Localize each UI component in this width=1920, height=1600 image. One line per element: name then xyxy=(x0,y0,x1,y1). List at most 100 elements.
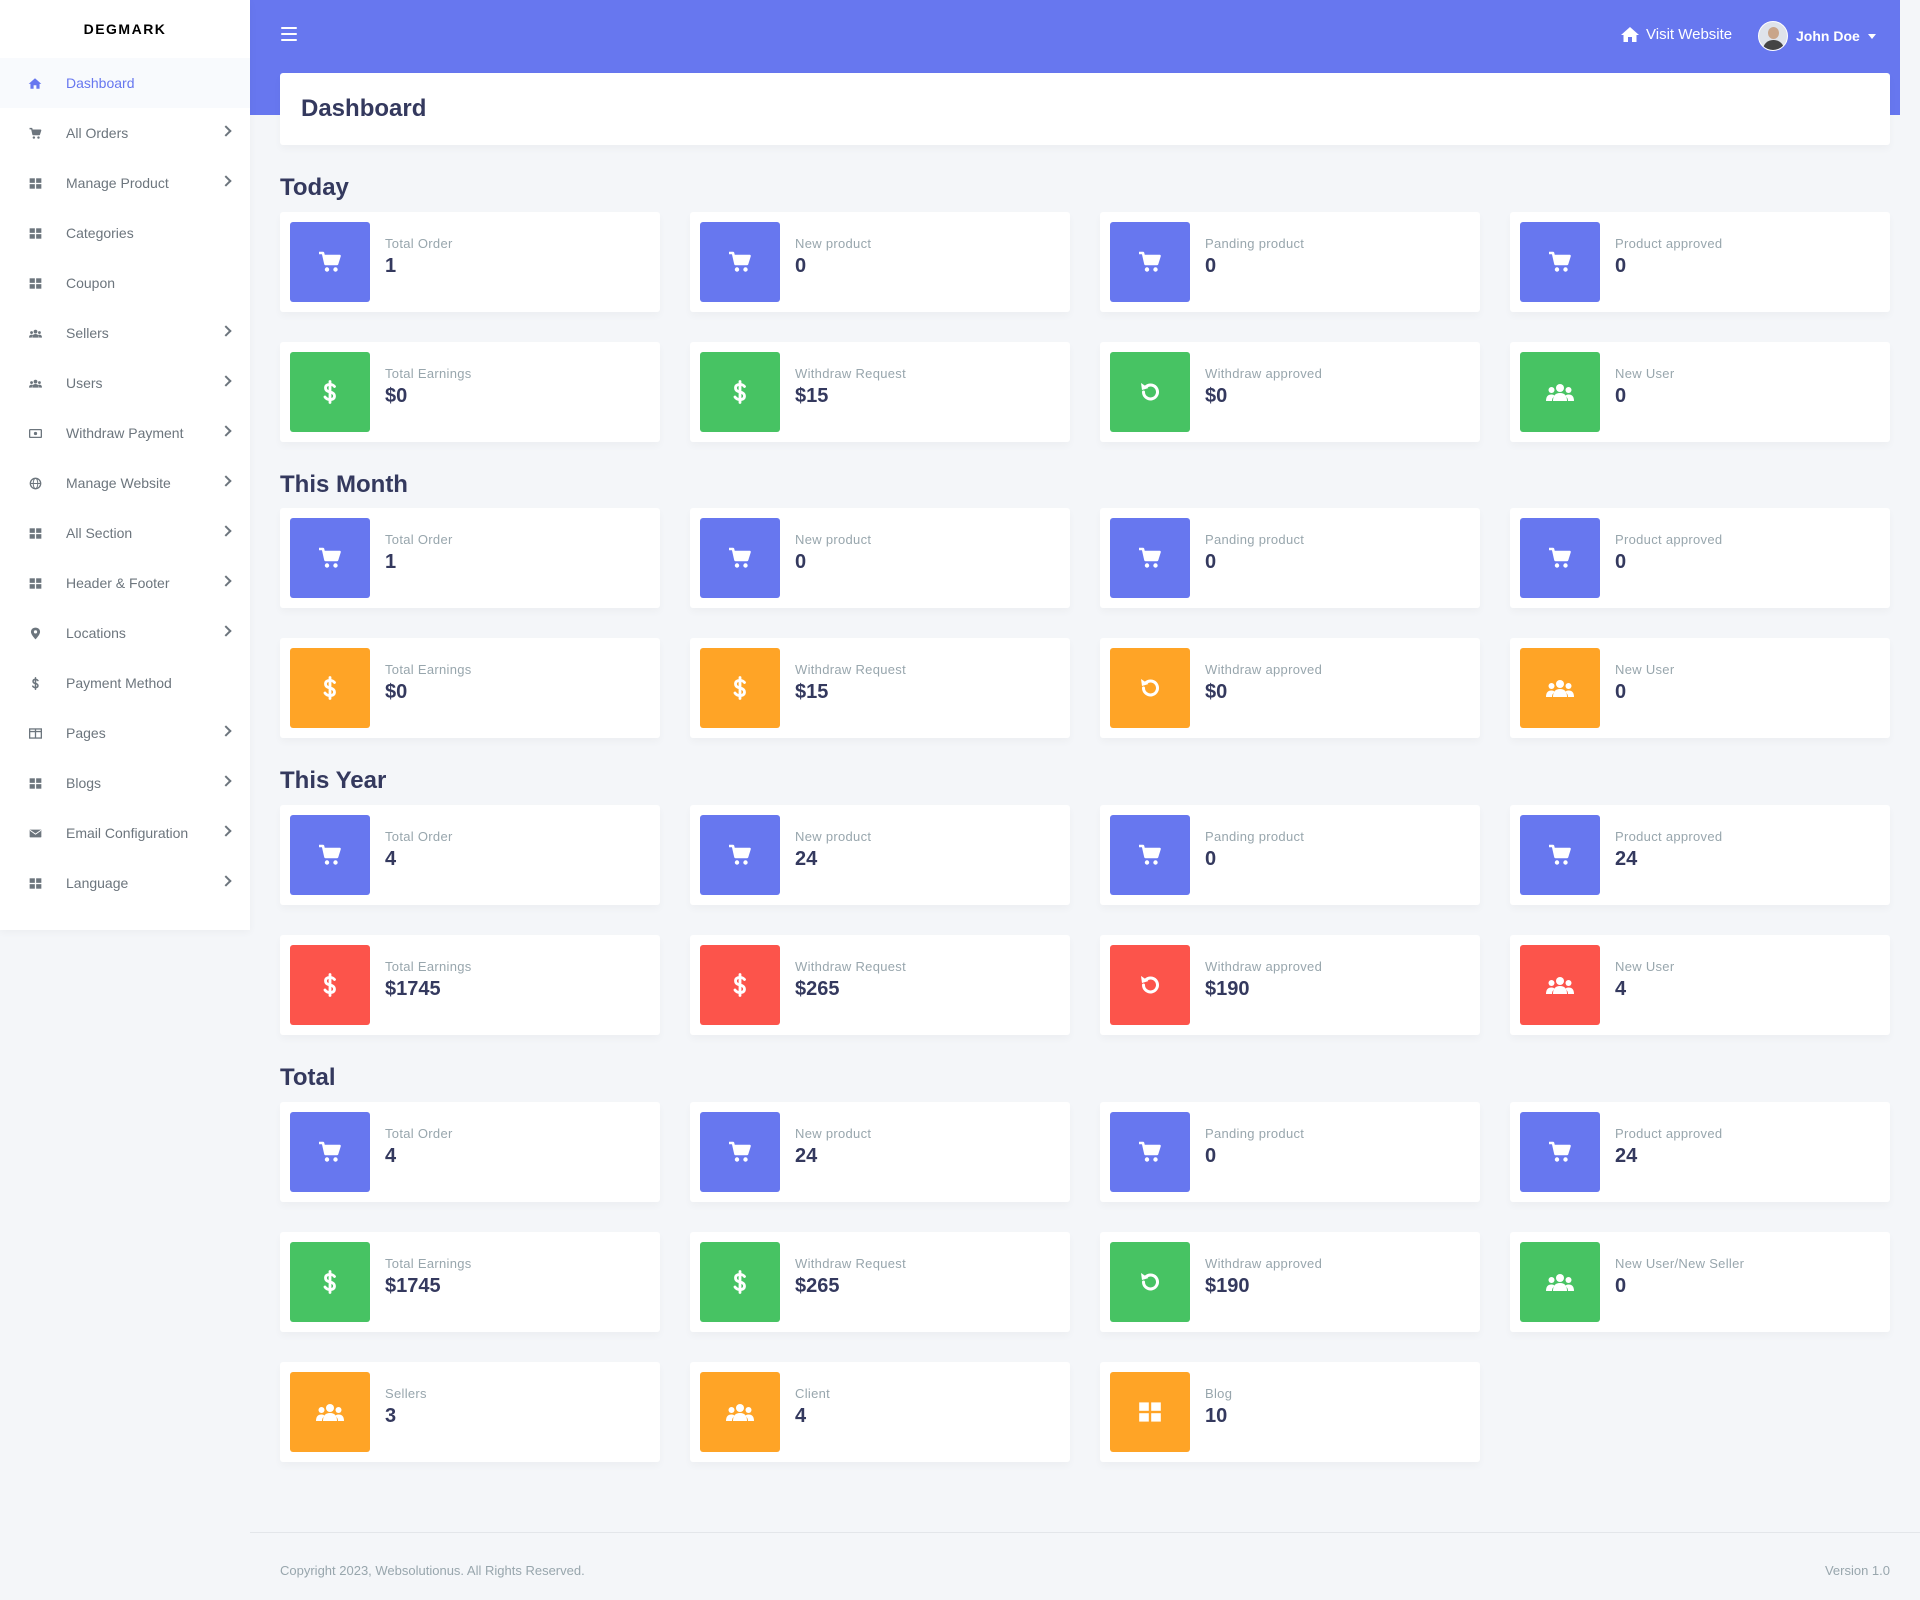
sidebar-item-payment-method[interactable]: Payment Method xyxy=(0,658,250,708)
chevron-right-icon xyxy=(220,125,232,137)
stat-card-withdraw-request: Withdraw Request $15 xyxy=(690,638,1070,738)
sidebar-item-locations[interactable]: Locations xyxy=(0,608,250,658)
users-icon xyxy=(700,1372,780,1452)
stat-value: 24 xyxy=(1615,848,1638,870)
visit-website-link[interactable]: Visit Website xyxy=(1620,26,1732,43)
stat-value: 24 xyxy=(1615,1145,1638,1167)
stat-card-withdraw-request: Withdraw Request $265 xyxy=(690,935,1070,1035)
dollar-icon xyxy=(700,1242,780,1322)
dollar-icon xyxy=(290,648,370,728)
sidebar-item-label: Sellers xyxy=(66,325,109,341)
stat-card-panding-product: Panding product 0 xyxy=(1100,508,1480,608)
sidebar-item-sellers[interactable]: Sellers xyxy=(0,308,250,358)
sidebar-item-pages[interactable]: Pages xyxy=(0,708,250,758)
sidebar-item-label: Users xyxy=(66,375,103,391)
stat-value: 0 xyxy=(1205,551,1217,573)
stat-card-withdraw-approved: Withdraw approved $190 xyxy=(1100,1232,1480,1332)
user-menu[interactable]: John Doe xyxy=(1758,21,1876,51)
visit-website-label: Visit Website xyxy=(1646,26,1733,43)
footer: Copyright 2023, Websolutionus. All Right… xyxy=(250,1532,1920,1600)
stat-value: 0 xyxy=(1615,1275,1627,1297)
cart-icon xyxy=(1110,815,1190,895)
stats-grid-total: Total Order 4 New product 24 Panding product… xyxy=(280,1102,1890,1462)
grid-icon xyxy=(1110,1372,1190,1452)
sidebar-item-dashboard[interactable]: Dashboard xyxy=(0,58,250,108)
stat-label: Product approved xyxy=(1615,236,1723,251)
stat-card-product-approved: Product approved 24 xyxy=(1510,805,1890,905)
stats-grid-month: Total Order 1 New product 0 Panding product 0… xyxy=(280,508,1890,738)
users-icon xyxy=(1520,945,1600,1025)
chevron-right-icon xyxy=(220,825,232,837)
cart-icon xyxy=(700,1112,780,1192)
stat-card-withdraw-approved: Withdraw approved $0 xyxy=(1100,342,1480,442)
stat-value: 24 xyxy=(795,848,818,870)
stats-grid-today: Total Order 1 New product 0 Panding product 0… xyxy=(280,212,1890,442)
stat-value: 3 xyxy=(385,1405,397,1427)
stat-card-total-order: Total Order 1 xyxy=(280,508,660,608)
money-icon xyxy=(28,426,42,440)
stat-card-sellers: Sellers 3 xyxy=(280,1362,660,1462)
users-icon xyxy=(28,326,42,340)
dollar-icon xyxy=(700,945,780,1025)
brand-logo[interactable]: DEGMARK xyxy=(83,21,167,37)
stat-value: 4 xyxy=(795,1405,807,1427)
sidebar-item-all-orders[interactable]: All Orders xyxy=(0,108,250,158)
stat-value: 0 xyxy=(795,551,807,573)
sidebar-item-categories[interactable]: Categories xyxy=(0,208,250,258)
stat-label: Blog xyxy=(1205,1386,1233,1401)
sidebar-item-header-footer[interactable]: Header & Footer xyxy=(0,558,250,608)
sidebar-item-email-configuration[interactable]: Email Configuration xyxy=(0,808,250,858)
stat-card-withdraw-request: Withdraw Request $265 xyxy=(690,1232,1070,1332)
sidebar-item-blogs[interactable]: Blogs xyxy=(0,758,250,808)
stat-value: 4 xyxy=(385,1145,397,1167)
sidebar-item-label: Dashboard xyxy=(66,75,135,91)
sidebar-item-label: All Orders xyxy=(66,125,129,141)
undo-icon xyxy=(1110,352,1190,432)
dollar-icon xyxy=(700,352,780,432)
stat-card-total-earnings: Total Earnings $0 xyxy=(280,342,660,442)
chevron-right-icon xyxy=(220,475,232,487)
sidebar-item-all-section[interactable]: All Section xyxy=(0,508,250,558)
cart-icon xyxy=(700,815,780,895)
stat-label: Withdraw Request xyxy=(795,1256,907,1271)
sidebar-item-withdraw-payment[interactable]: Withdraw Payment xyxy=(0,408,250,458)
chevron-right-icon xyxy=(220,775,232,787)
stat-card-new-product: New product 24 xyxy=(690,805,1070,905)
stat-card-total-order: Total Order 4 xyxy=(280,1102,660,1202)
stat-label: Total Order xyxy=(385,532,453,547)
sidebar-item-coupon[interactable]: Coupon xyxy=(0,258,250,308)
stat-label: Sellers xyxy=(385,1386,427,1401)
sidebar-item-users[interactable]: Users xyxy=(0,358,250,408)
stat-label: New product xyxy=(795,829,872,844)
sidebar-item-label: Pages xyxy=(66,725,106,741)
cart-icon xyxy=(1110,518,1190,598)
sidebar-item-manage-product[interactable]: Manage Product xyxy=(0,158,250,208)
stat-value: $0 xyxy=(1205,681,1228,703)
stat-label: Panding product xyxy=(1205,532,1305,547)
users-icon xyxy=(290,1372,370,1452)
stat-card-client: Client 4 xyxy=(690,1362,1070,1462)
stat-card-new-user: New User 0 xyxy=(1510,638,1890,738)
stat-card-product-approved: Product approved 24 xyxy=(1510,1102,1890,1202)
stat-label: New product xyxy=(795,532,872,547)
caret-down-icon xyxy=(1867,34,1876,39)
sidebar-item-label: Manage Website xyxy=(66,475,171,491)
hamburger-menu-icon[interactable] xyxy=(281,27,297,41)
chevron-right-icon xyxy=(220,175,232,187)
stat-label: Withdraw approved xyxy=(1205,1256,1323,1271)
stat-value: 24 xyxy=(795,1145,818,1167)
sidebar-item-label: Locations xyxy=(66,625,126,641)
sidebar-item-manage-website[interactable]: Manage Website xyxy=(0,458,250,508)
stat-value: $1745 xyxy=(385,978,441,1000)
chevron-right-icon xyxy=(220,525,232,537)
sidebar-item-label: Language xyxy=(66,875,129,891)
globe-icon xyxy=(28,476,42,490)
section-title-month: This Month xyxy=(280,471,408,498)
dollar-icon xyxy=(290,352,370,432)
sidebar-item-label: Withdraw Payment xyxy=(66,425,184,441)
users-icon xyxy=(1520,1242,1600,1322)
stat-card-new-product: New product 0 xyxy=(690,212,1070,312)
home-icon xyxy=(1621,27,1639,42)
sidebar-item-language[interactable]: Language xyxy=(0,858,250,908)
user-name: John Doe xyxy=(1796,28,1860,44)
